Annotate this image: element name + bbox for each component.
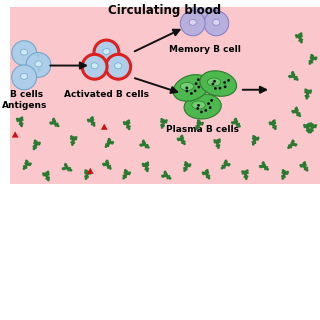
Ellipse shape [20,73,28,79]
Circle shape [204,109,207,112]
Circle shape [212,83,214,85]
Polygon shape [87,168,94,174]
Circle shape [227,79,230,82]
Circle shape [209,106,212,109]
Circle shape [196,107,199,110]
Circle shape [210,99,213,102]
Ellipse shape [103,49,110,54]
Text: Antigens: Antigens [3,101,48,110]
Ellipse shape [91,63,98,69]
Ellipse shape [200,71,236,96]
Circle shape [180,11,205,36]
Text: +: + [34,52,40,59]
Polygon shape [101,124,108,130]
Ellipse shape [115,63,122,69]
Circle shape [223,81,226,84]
Ellipse shape [173,75,209,101]
Ellipse shape [20,49,28,55]
Circle shape [214,87,217,90]
Ellipse shape [207,78,221,86]
Text: +: + [35,67,41,73]
Circle shape [26,52,51,77]
Ellipse shape [213,19,220,25]
Text: Activated B cells: Activated B cells [64,90,149,99]
Ellipse shape [192,101,205,109]
Circle shape [190,92,193,95]
Ellipse shape [189,19,196,25]
Text: B cells: B cells [10,90,43,99]
Circle shape [207,102,210,105]
Text: Plasma B cells: Plasma B cells [166,125,239,134]
Text: Circulating blood: Circulating blood [108,4,221,17]
Circle shape [192,0,217,21]
Circle shape [186,90,188,92]
Ellipse shape [180,82,194,91]
Ellipse shape [201,5,208,11]
Circle shape [213,80,216,83]
Circle shape [186,86,188,89]
Polygon shape [12,131,19,138]
Ellipse shape [35,61,42,67]
Circle shape [197,78,200,81]
Circle shape [12,41,36,66]
Ellipse shape [184,94,221,119]
Circle shape [12,65,36,90]
Circle shape [224,85,227,88]
Circle shape [82,54,107,79]
FancyBboxPatch shape [10,6,320,183]
Circle shape [197,86,200,88]
Circle shape [200,111,203,113]
Circle shape [94,40,119,65]
Text: Memory B cell: Memory B cell [169,45,241,54]
Circle shape [219,87,221,90]
Circle shape [197,104,200,107]
Circle shape [204,11,229,36]
Circle shape [106,54,131,79]
Circle shape [195,82,197,85]
Circle shape [194,90,196,92]
